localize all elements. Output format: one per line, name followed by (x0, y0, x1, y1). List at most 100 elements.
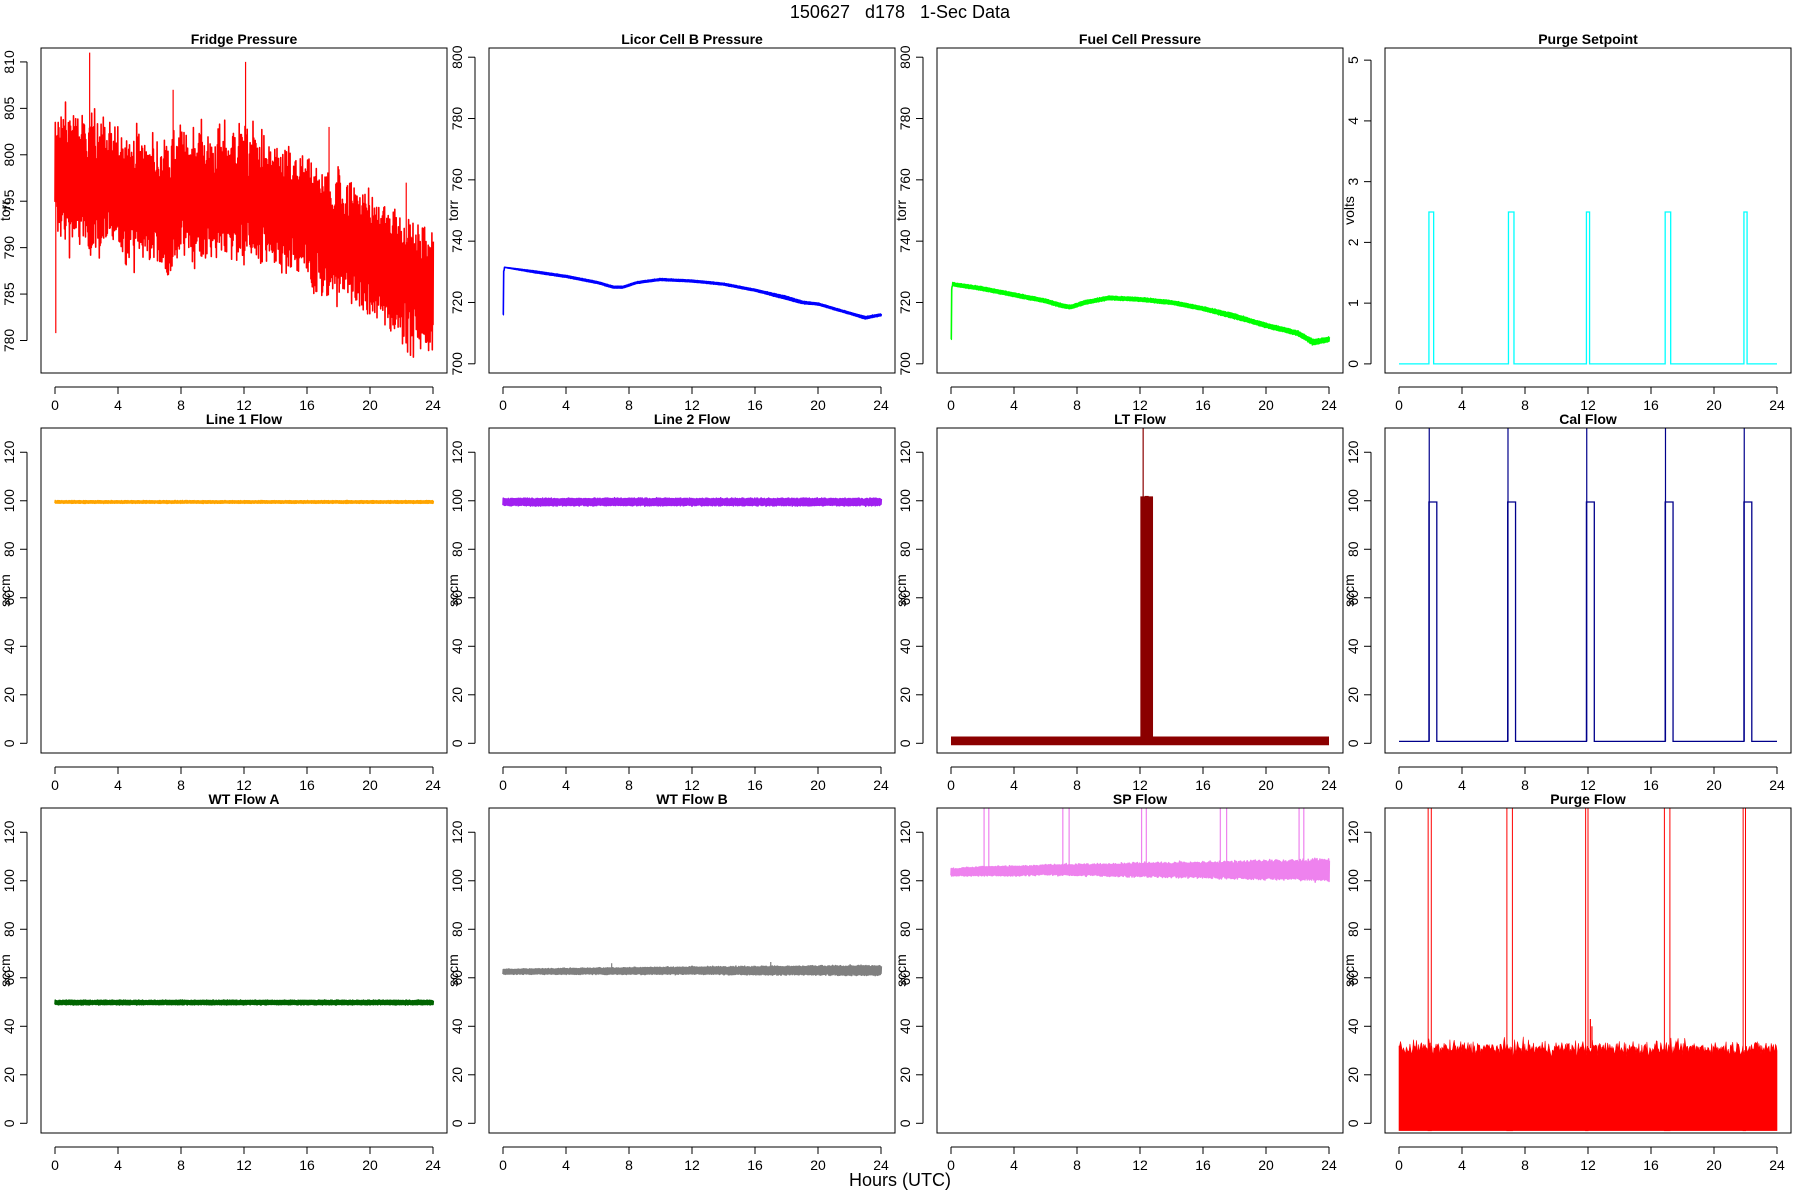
series-0 (502, 496, 883, 508)
panel-title: WT Flow B (656, 791, 728, 807)
y-tick-label: 780 (1, 329, 17, 353)
pulse-band-0 (1144, 495, 1149, 506)
x-tick-label: 0 (499, 777, 507, 793)
x-tick-label: 20 (1258, 777, 1274, 793)
series-0 (950, 281, 1331, 346)
x-tick-label: 16 (1643, 777, 1659, 793)
pulse-0 (1427, 808, 1432, 1132)
y-tick-label: 4 (1345, 117, 1361, 125)
x-axis: 0 4 8 12 16 20 24 (51, 1146, 441, 1173)
x-tick-label: 24 (1321, 777, 1337, 793)
y-tick-label: 780 (897, 107, 913, 131)
x-tick-label: 20 (362, 397, 378, 413)
x-tick-label: 24 (873, 777, 889, 793)
y-tick-label: 0 (449, 1119, 465, 1127)
x-tick-label: 20 (1706, 777, 1722, 793)
y-tick-label: 100 (1345, 869, 1361, 893)
y-tick-label: 3 (1345, 178, 1361, 186)
y-tick-label: 20 (449, 687, 465, 703)
y-axis: 0 20 40 60 80 100 120 (1345, 440, 1372, 747)
y-tick-label: 80 (449, 921, 465, 937)
pulse-1 (1506, 808, 1513, 1132)
data-layer (951, 428, 1329, 746)
series-0 (1399, 501, 1777, 743)
x-tick-label: 12 (236, 777, 252, 793)
y-tick-label: 0 (1345, 739, 1361, 747)
y-tick-label: 100 (449, 489, 465, 513)
y-tick-label: 20 (449, 1067, 465, 1083)
y-axis-label: sccm (0, 574, 13, 607)
data-layer (950, 281, 1331, 346)
y-axis: 700 720 740 760 780 800 (449, 45, 476, 375)
y-axis: 0 20 40 60 80 100 120 (1345, 820, 1372, 1127)
y-tick-label: 20 (1, 1067, 17, 1083)
x-tick-label: 20 (810, 397, 826, 413)
y-tick-label: 100 (1345, 489, 1361, 513)
y-tick-label: 60 (1, 590, 17, 606)
y-tick-label: 120 (897, 820, 913, 844)
data-layer (502, 266, 883, 320)
x-tick-label: 16 (299, 777, 315, 793)
y-axis: 700 720 740 760 780 800 (897, 45, 924, 375)
y-axis-label: sccm (0, 954, 13, 987)
y-axis-label: sccm (1341, 574, 1357, 607)
plot-frame (40, 47, 448, 374)
y-tick-label: 1 (1345, 299, 1361, 307)
y-tick-label: 810 (1, 50, 17, 74)
x-tick-label: 4 (562, 1157, 570, 1173)
x-tick-label: 12 (1132, 1157, 1148, 1173)
x-tick-label: 24 (1769, 397, 1785, 413)
y-tick-label: 80 (1, 541, 17, 557)
y-tick-label: 60 (897, 970, 913, 986)
x-tick-label: 16 (1195, 1157, 1211, 1173)
x-tick-label: 16 (1643, 397, 1659, 413)
y-tick-label: 100 (449, 869, 465, 893)
x-tick-label: 8 (177, 1157, 185, 1173)
y-axis: 0 20 40 60 80 100 120 (897, 440, 924, 747)
x-tick-label: 16 (747, 777, 763, 793)
plot-frame (936, 427, 1344, 754)
y-tick-label: 40 (449, 638, 465, 654)
y-tick-label: 60 (1345, 970, 1361, 986)
panel-line1: Line 1 Flow sccm 0 4 8 12 16 20 24 0 20 40 60 80 100 12… (0, 411, 448, 793)
x-axis: 0 4 8 12 16 20 24 (51, 386, 441, 413)
x-tick-label: 12 (1580, 397, 1596, 413)
x-tick-label: 12 (684, 777, 700, 793)
x-axis: 0 4 8 12 16 20 24 (499, 766, 889, 793)
x-tick-label: 16 (747, 1157, 763, 1173)
x-tick-label: 8 (1073, 1157, 1081, 1173)
y-axis-label: sccm (1341, 954, 1357, 987)
y-tick-label: 800 (897, 45, 913, 69)
x-tick-label: 8 (1521, 1157, 1529, 1173)
x-tick-label: 0 (499, 1157, 507, 1173)
x-tick-label: 0 (1395, 397, 1403, 413)
x-tick-label: 20 (362, 1157, 378, 1173)
x-tick-label: 0 (947, 1157, 955, 1173)
plot-frame (488, 807, 896, 1134)
y-tick-label: 20 (1345, 1067, 1361, 1083)
x-tick-label: 4 (114, 397, 122, 413)
x-tick-label: 24 (873, 397, 889, 413)
y-tick-label: 785 (1, 282, 17, 306)
plot-frame (488, 47, 896, 374)
pulse-2 (1585, 808, 1589, 1132)
panel-title: Line 1 Flow (206, 411, 282, 427)
y-tick-label: 120 (897, 440, 913, 464)
series-0 (950, 857, 1331, 883)
panel-title: SP Flow (1113, 791, 1167, 807)
x-tick-label: 12 (236, 397, 252, 413)
data-layer (54, 52, 435, 358)
x-tick-label: 4 (562, 397, 570, 413)
plot-frame (936, 47, 1344, 374)
panel-title: LT Flow (1114, 411, 1166, 427)
y-tick-label: 720 (449, 291, 465, 315)
x-tick-label: 4 (1010, 777, 1018, 793)
plot-frame (488, 427, 896, 754)
x-axis: 0 4 8 12 16 20 24 (947, 1146, 1337, 1173)
y-tick-label: 80 (1, 921, 17, 937)
x-tick-label: 16 (1195, 777, 1211, 793)
x-tick-label: 4 (1458, 1157, 1466, 1173)
x-tick-label: 0 (51, 397, 59, 413)
